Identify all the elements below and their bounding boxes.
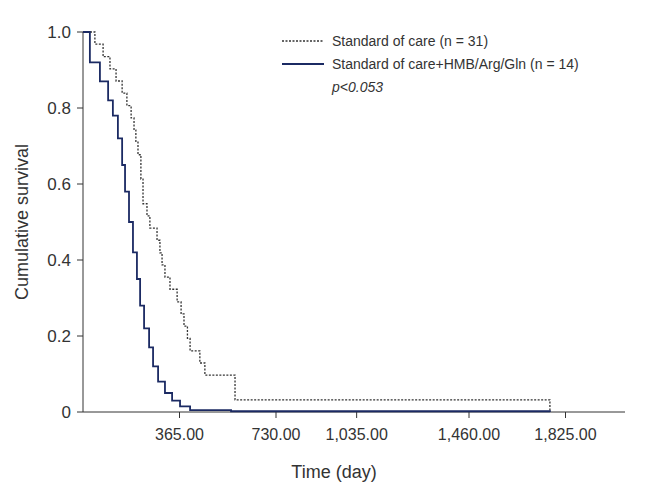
x-tick-label: 1,035.00 <box>326 426 388 443</box>
legend-swatch <box>282 40 324 41</box>
x-tick <box>179 412 180 418</box>
x-tick-label: 365.00 <box>155 426 204 443</box>
survival-curve <box>83 32 550 412</box>
x-tick-label: 1,825.00 <box>534 426 596 443</box>
x-tick-label: 730.00 <box>252 426 301 443</box>
x-tick <box>469 412 470 418</box>
y-tick-label: 1.0 <box>47 23 71 42</box>
legend-label: Standard of care+HMB/Arg/Gln (n = 14) <box>332 56 579 72</box>
series-group <box>83 32 550 412</box>
legend-swatch <box>282 63 324 65</box>
y-tick <box>77 260 83 261</box>
chart: 0 0.2 0.4 0.6 0.8 1.0 365.00 730.00 1,035.00 1,46… <box>0 0 662 500</box>
x-tick <box>565 412 566 418</box>
y-tick <box>77 184 83 185</box>
y-tick-label: 0.4 <box>47 251 71 270</box>
x-tick <box>276 412 277 418</box>
y-axis <box>83 32 84 412</box>
y-tick-label: 0.6 <box>47 175 71 194</box>
y-tick <box>77 336 83 337</box>
y-tick-label: 0 <box>62 403 71 422</box>
y-tick <box>77 108 83 109</box>
y-tick <box>77 412 83 413</box>
x-tick-label: 1,460.00 <box>438 426 500 443</box>
y-axis-label: Cumulative survival <box>12 144 32 300</box>
y-tick <box>77 32 83 33</box>
legend-label: Standard of care (n = 31) <box>332 33 488 49</box>
annotation: p<0.053 <box>331 79 383 95</box>
y-tick-label: 0.8 <box>47 99 71 118</box>
survival-curve <box>83 32 550 412</box>
x-tick <box>356 412 357 418</box>
x-axis-label: Time (day) <box>291 462 376 482</box>
y-tick-label: 0.2 <box>47 327 71 346</box>
